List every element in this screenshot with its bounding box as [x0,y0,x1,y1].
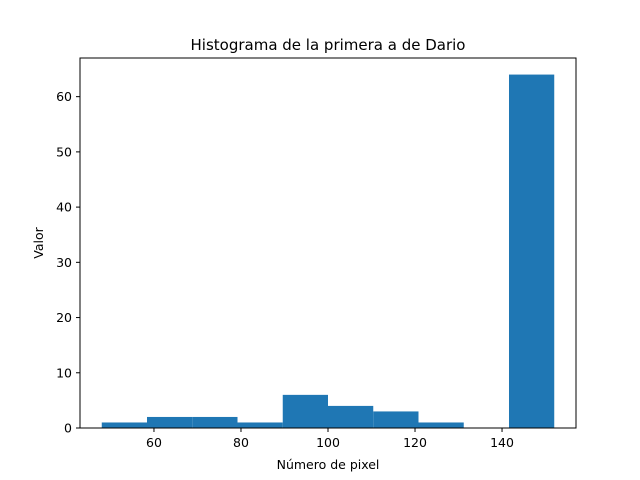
x-tick-label: 100 [316,435,340,450]
histogram-bar [418,422,464,428]
x-tick-label: 80 [233,435,249,450]
histogram-bar [328,405,374,428]
y-tick-label: 20 [56,310,72,325]
chart-title: Histograma de la primera a de Dario [191,36,466,54]
y-tick-label: 50 [56,144,72,159]
x-tick-label: 140 [490,435,514,450]
histogram-bar [237,422,283,428]
histogram-bar [508,74,555,428]
y-tick-label: 40 [56,200,72,215]
x-axis-ticks: 60 80 100 120 140 [146,428,514,450]
y-tick-label: 60 [56,89,72,104]
plot-frame [79,57,577,429]
x-tick-label: 120 [403,435,427,450]
histogram-bar [282,394,328,428]
y-tick-label: 30 [56,255,72,270]
y-tick-label: 10 [56,365,72,380]
y-axis-label: Valor [31,226,46,258]
y-tick-label: 0 [64,421,72,436]
histogram-bar [101,422,148,428]
bars-group [101,74,555,428]
y-axis-ticks: 0 10 20 30 40 50 60 [56,89,80,436]
histogram-bar [147,416,193,428]
histogram-bar [373,411,419,428]
x-axis-label: Número de pixel [277,457,380,472]
x-tick-label: 60 [146,435,162,450]
histogram-bar [192,416,238,428]
